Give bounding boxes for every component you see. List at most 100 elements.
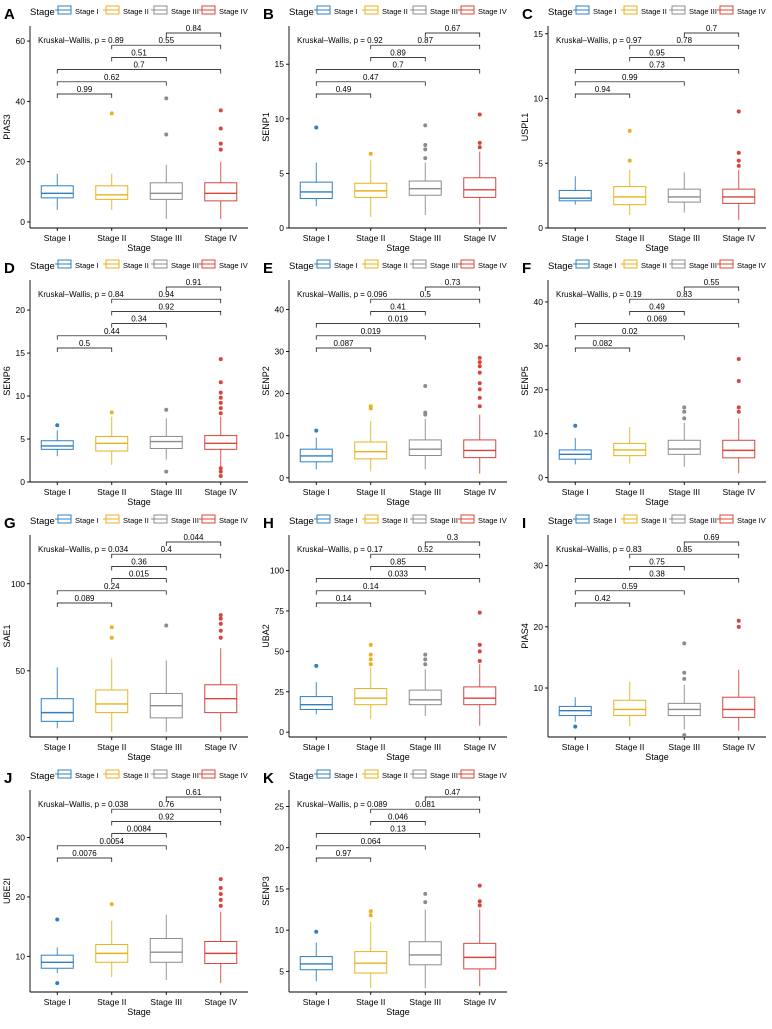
bracket-line (574, 335, 685, 340)
y-tick-label: 25 (275, 801, 285, 811)
box-stage-iii (149, 623, 183, 732)
outlier-point (477, 145, 482, 150)
x-tick-label: Stage I (562, 487, 589, 497)
box-stage-iii (667, 172, 701, 213)
x-tick-label: Stage III (150, 233, 182, 243)
comparison-bracket: 0.73 (574, 61, 740, 74)
outlier-point (423, 123, 428, 128)
y-tick-label: 40 (275, 304, 285, 314)
bracket-line (424, 286, 481, 291)
box-iqr (149, 182, 183, 200)
y-tick-label: 10 (16, 951, 26, 961)
bracket-line (56, 69, 222, 74)
outlier-point (477, 395, 482, 400)
outlier-point (218, 411, 223, 416)
comparison-bracket: 0.38 (574, 570, 740, 583)
x-tick-label: Stage III (409, 487, 441, 497)
y-tick-label: 20 (534, 385, 544, 395)
comparison-bracket: 0.94 (111, 290, 222, 304)
outlier-point (368, 662, 373, 667)
x-tick-label: Stage IV (463, 487, 496, 497)
comparison-bracket: 0.7 (683, 24, 740, 37)
panel-E: E Stage Stage I Stage II Stage III Stage IV 0 1… (261, 259, 507, 507)
comparison-bracket: 0.019 (315, 327, 426, 340)
comparison-bracket: 0.0054 (56, 837, 167, 850)
bracket-line (574, 93, 631, 98)
x-axis-title: Stage (386, 497, 410, 507)
legend-label: Stage III (430, 771, 458, 780)
comparison-p-value: 0.41 (390, 302, 406, 311)
outlier-point (218, 390, 223, 395)
bracket-line (111, 808, 222, 814)
legend-label: Stage IV (219, 7, 248, 16)
legend-label: Stage II (123, 771, 149, 780)
x-tick-label: Stage I (44, 997, 71, 1007)
comparison-p-value: 0.0054 (100, 837, 125, 846)
box-stage-iii (667, 405, 701, 467)
comparison-bracket: 0.7 (56, 61, 222, 74)
x-tick-label: Stage IV (204, 487, 237, 497)
legend-title: Stage (548, 516, 573, 527)
bracket-line (629, 566, 685, 571)
box-stage-ii (354, 404, 388, 472)
box-stage-ii (613, 681, 647, 726)
outlier-point (218, 635, 223, 640)
bracket-line (574, 323, 740, 328)
x-tick-label: Stage IV (722, 487, 755, 497)
outlier-point (109, 111, 114, 116)
comparison-bracket: 0.069 (574, 315, 740, 328)
comparison-bracket: 0.087 (315, 339, 372, 352)
comparison-p-value: 0.7 (706, 24, 718, 33)
legend-label: Stage I (334, 7, 358, 16)
outlier-point (218, 891, 223, 896)
x-axis-title: Stage (645, 243, 669, 253)
bracket-line (111, 578, 167, 583)
bracket-line (370, 821, 426, 826)
legend-title: Stage (30, 771, 55, 782)
outlier-point (55, 423, 60, 428)
outlier-point (164, 407, 169, 412)
bracket-line (315, 833, 481, 838)
legend-label: Stage III (689, 7, 717, 16)
box-iqr (40, 698, 74, 722)
comparison-p-value: 0.44 (104, 327, 120, 336)
legend-label: Stage III (171, 7, 199, 16)
outlier-point (314, 125, 319, 130)
bracket-line (574, 590, 685, 595)
comparison-bracket: 0.044 (165, 533, 222, 546)
comparison-bracket: 0.4 (111, 545, 222, 559)
box-iqr (95, 689, 129, 714)
comparison-bracket: 0.13 (315, 825, 481, 838)
outlier-point (218, 357, 223, 362)
x-tick-label: Stage II (356, 742, 385, 752)
comparison-bracket: 0.59 (574, 582, 685, 595)
comparison-p-value: 0.42 (595, 594, 611, 603)
comparison-p-value: 0.14 (336, 594, 352, 603)
legend-label: Stage IV (478, 7, 507, 16)
box-stage-ii (354, 151, 388, 218)
y-tick-label: 0 (279, 727, 284, 737)
x-tick-label: Stage II (356, 233, 385, 243)
comparison-bracket: 0.47 (424, 788, 481, 801)
legend-label: Stage IV (737, 261, 766, 270)
outlier-point (368, 909, 373, 914)
box-stage-iv (722, 618, 756, 731)
comparison-bracket: 0.7 (315, 61, 481, 74)
y-tick-label: 0 (538, 473, 543, 483)
bracket-line (315, 93, 372, 98)
y-tick-label: 50 (16, 666, 26, 676)
legend-title: Stage (289, 516, 314, 527)
y-tick-label: 15 (275, 884, 285, 894)
y-tick-label: 20 (16, 305, 26, 315)
outlier-point (368, 652, 373, 657)
y-axis-label: PIAS3 (2, 114, 12, 140)
panel-letter: D (4, 260, 15, 277)
bracket-line (424, 796, 481, 801)
bracket-line (165, 286, 222, 291)
outlier-point (682, 416, 687, 421)
box-stage-i (299, 125, 333, 207)
legend-label: Stage IV (737, 516, 766, 525)
y-tick-label: 10 (275, 114, 285, 124)
x-tick-label: Stage II (615, 487, 644, 497)
